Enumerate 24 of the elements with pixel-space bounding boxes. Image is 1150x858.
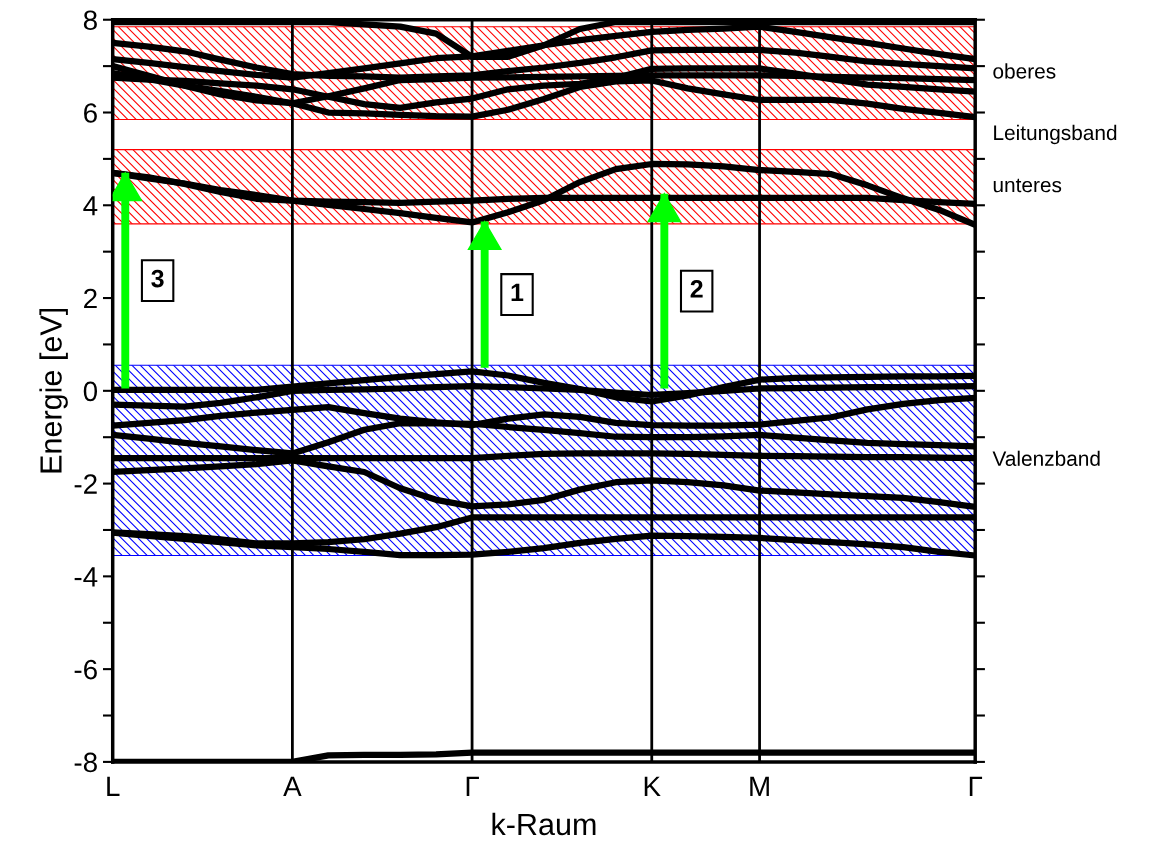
band-label: Valenzband xyxy=(992,450,1100,466)
y-tick-label: 6 xyxy=(84,103,97,123)
y-axis-title: Energie [eV] xyxy=(39,308,68,473)
y-tick-label: 0 xyxy=(83,381,98,402)
y-tick-label: -8 xyxy=(74,752,97,773)
x-tick-label: A xyxy=(283,776,302,796)
band-label: oberes xyxy=(993,63,1056,79)
y-tick-label: 4 xyxy=(83,196,98,216)
band-label: unteres xyxy=(993,178,1062,193)
x-tick-label: Γ xyxy=(969,776,983,796)
y-tick-label: -2 xyxy=(74,474,97,494)
x-axis-title: k-Raum xyxy=(492,812,596,836)
y-tick-label: -4 xyxy=(74,567,98,587)
y-tick-label: 2 xyxy=(84,288,97,309)
x-tick-label: M xyxy=(750,776,769,796)
annotation: 1 xyxy=(511,283,524,302)
y-tick-label: 8 xyxy=(83,10,97,31)
x-tick-label: L xyxy=(107,776,120,796)
annotation: 2 xyxy=(690,280,703,298)
annotation: 3 xyxy=(151,269,164,288)
x-tick-label: K xyxy=(644,776,661,796)
text: Leitungsband xyxy=(994,124,1117,145)
x-tick-label: Γ xyxy=(466,776,479,796)
y-tick-label: -6 xyxy=(74,659,97,680)
